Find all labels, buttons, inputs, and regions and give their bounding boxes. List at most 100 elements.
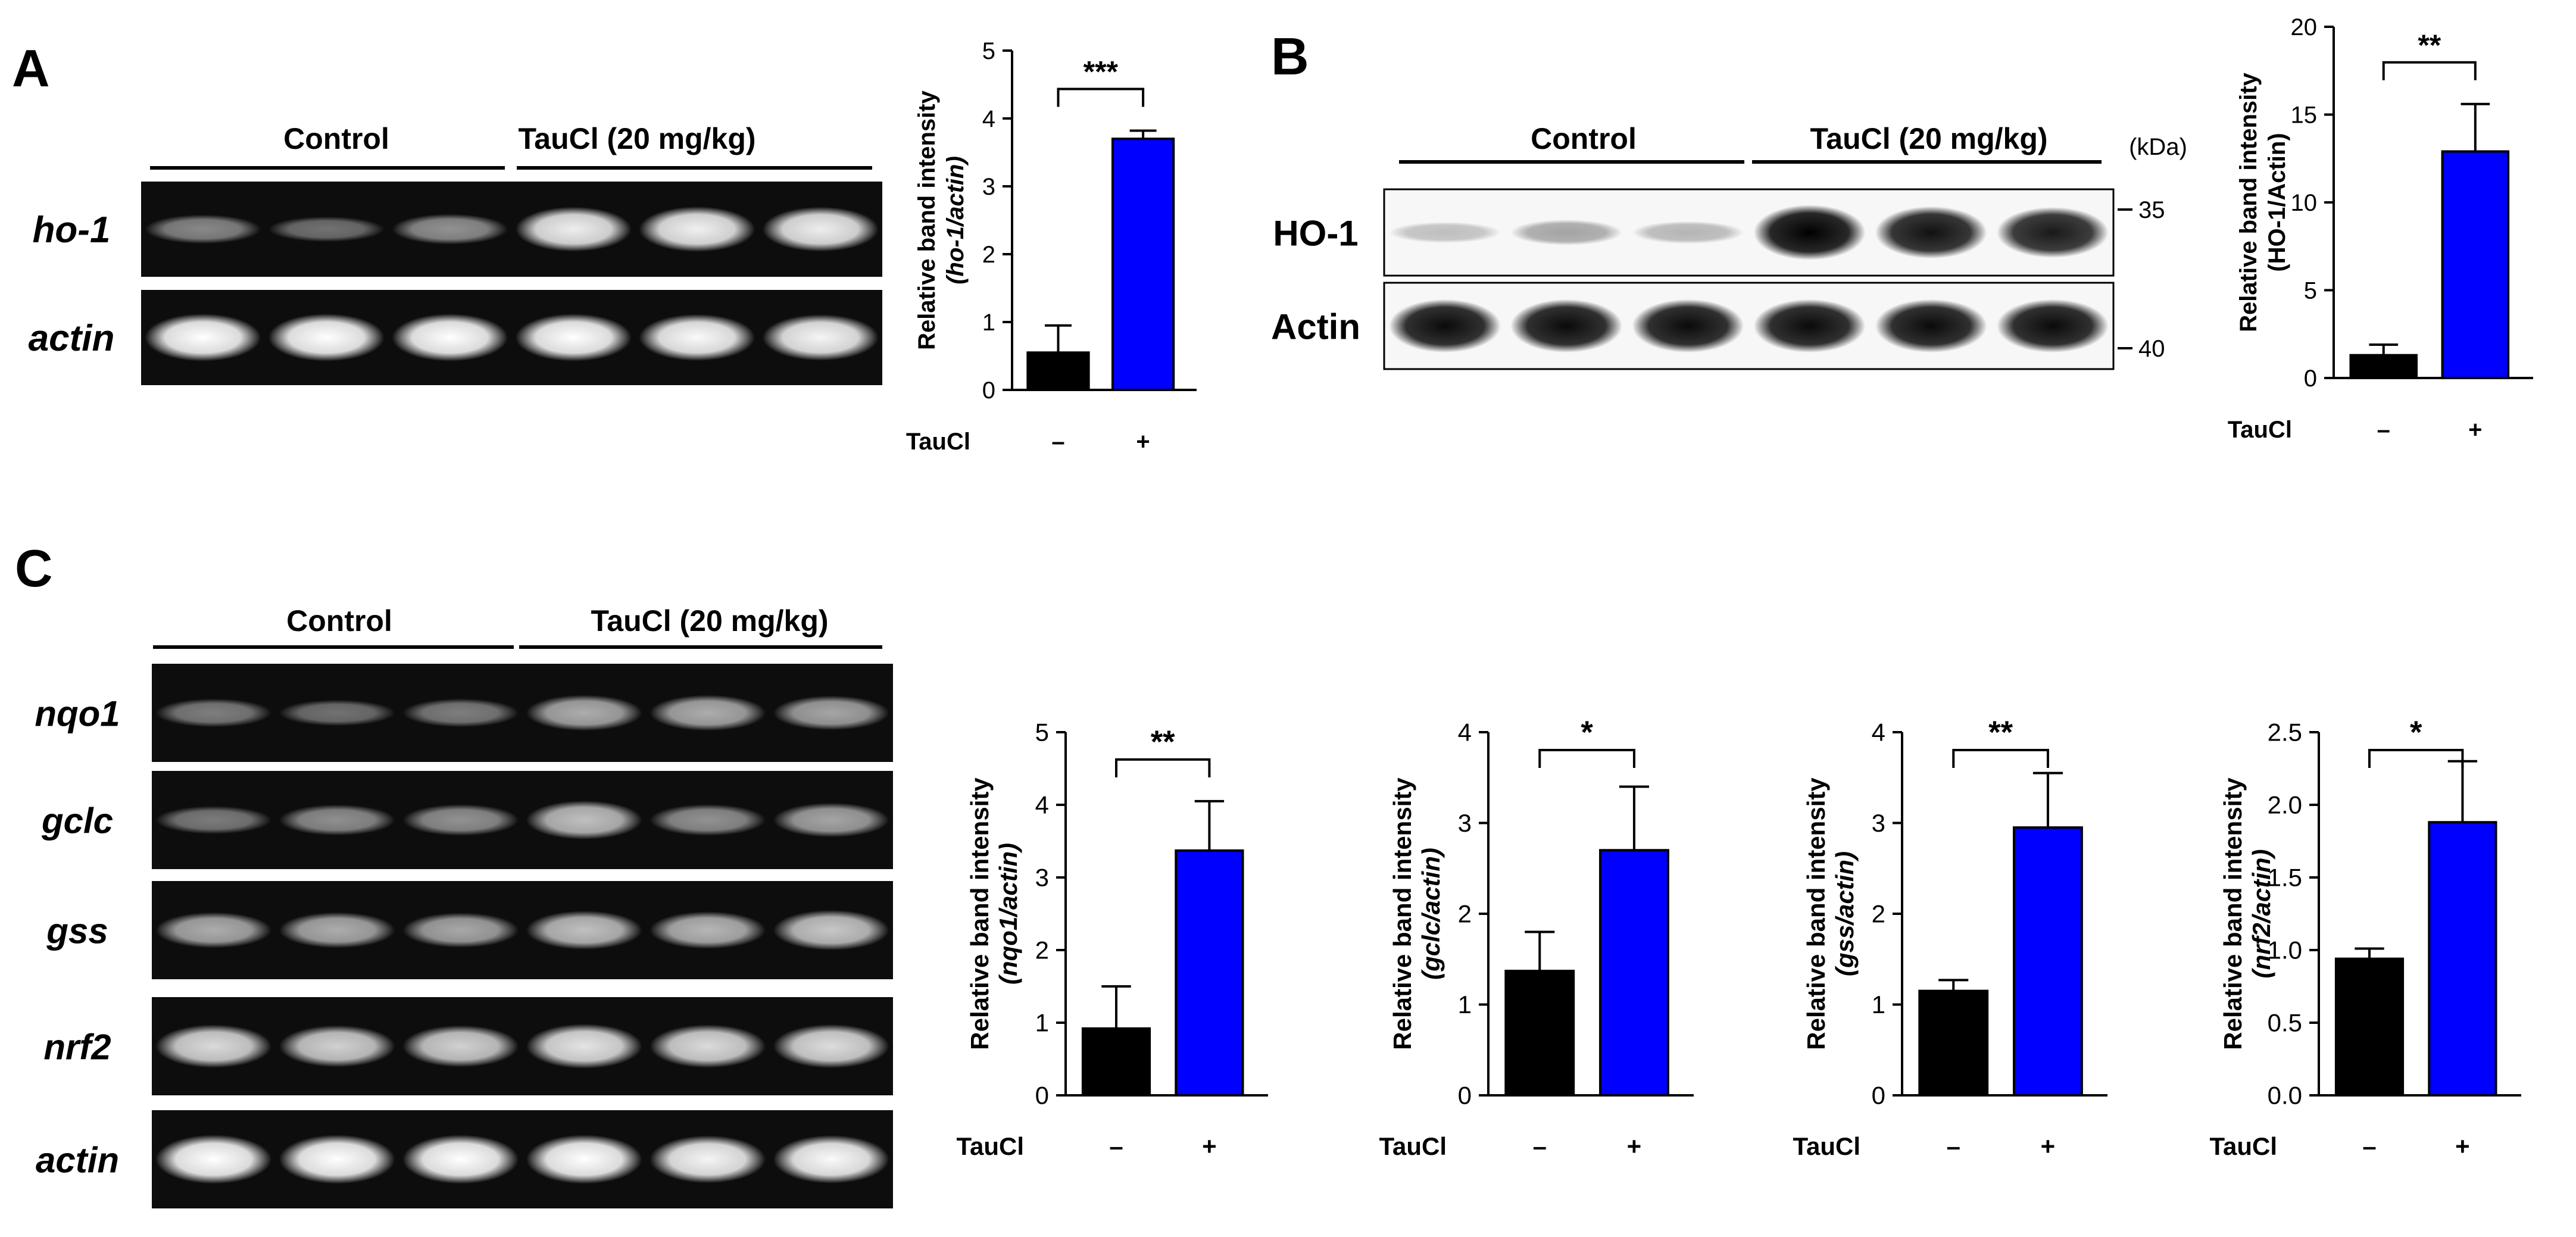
- gel-strip-ho-1: [141, 182, 882, 277]
- y-tick-label-c2-4: 4: [1458, 719, 1472, 746]
- band-nrf2-lane-2: [279, 1025, 395, 1067]
- band-actin-lane-1: [145, 314, 261, 361]
- band-actin-lane-1: [155, 1135, 272, 1184]
- band-actin-lane-2: [279, 1135, 395, 1184]
- y-tick-label-a-1: 1: [982, 310, 995, 336]
- y-tick-label-a-4: 4: [982, 106, 995, 132]
- blot-strip-actin: [1383, 282, 2115, 370]
- y-tick-label-c4-4: 2.0: [2268, 791, 2302, 819]
- y-axis-label-c2: Relative band intensity: [1388, 777, 1416, 1050]
- panel-b: B Control TauCl (20 mg/kg) (kDa) 35 40 H…: [1271, 27, 2187, 370]
- y-tick-label-c1-1: 1: [1035, 1009, 1049, 1037]
- gel-strip-nrf2: [152, 997, 893, 1095]
- x-axis-label-c2: TauCl: [1379, 1132, 1447, 1160]
- band-ho-1-lane-2: [268, 216, 385, 242]
- blot-strip-ho-1: [1383, 188, 2115, 277]
- panel-letter-a: A: [12, 39, 50, 98]
- bar-c2-taucl: [1599, 849, 1669, 1097]
- kda-label: (kDa): [2129, 134, 2187, 160]
- band-ho-1-lane-3: [1632, 221, 1744, 244]
- band-actin-lane-4: [526, 1135, 642, 1184]
- x-axis-label-c4: TauCl: [2209, 1132, 2277, 1160]
- x-tick-label-c3-0: –: [1947, 1132, 1960, 1160]
- band-ho-1-lane-4: [515, 207, 632, 252]
- band-gclc-lane-1: [155, 806, 272, 834]
- band-actin-lane-4: [1753, 299, 1866, 353]
- group-label-control-a: Control: [283, 122, 389, 155]
- bar-b-taucl: [2441, 150, 2510, 379]
- band-actin-lane-6: [1997, 299, 2109, 353]
- y-axis-sublabel-c1: (nqo1/actin): [994, 843, 1022, 985]
- band-gss-lane-1: [155, 912, 272, 948]
- y-axis-sublabel-c2: (gclc/actin): [1417, 848, 1445, 980]
- gel-strip-nqo1: [152, 664, 893, 762]
- y-tick-label-a-0: 0: [982, 377, 995, 404]
- bar-chart-c4: 0.0 0.5 1.0 1.5 2.0 2.5 Relative band intensit…: [2209, 715, 2521, 1160]
- band-actin-lane-5: [639, 314, 755, 361]
- x-tick-label-a-1: +: [1136, 429, 1150, 455]
- significance-stars-c1: **: [1151, 724, 1175, 760]
- bar-chart-c1: 0 1 2 3 4 5 Relative band intensity (nqo1/actin…: [956, 719, 1268, 1160]
- y-axis-sublabel-c3: (gss/actin): [1831, 851, 1859, 976]
- bar-chart-c3: 0 1 2 3 4 Relative band intensity (gss/actin) –…: [1793, 715, 2107, 1160]
- x-axis-label-b: TauCl: [2228, 417, 2292, 443]
- band-actin-lane-3: [1632, 299, 1744, 353]
- bar-c4-taucl: [2428, 821, 2497, 1097]
- y-tick-label-c3-2: 2: [1872, 900, 1885, 928]
- bar-chart-b: 0 5 10 15 20 Relative band intensity (HO-1/Act…: [2228, 14, 2533, 443]
- x-tick-label-c2-0: –: [1533, 1132, 1547, 1160]
- significance-stars-b: **: [2418, 29, 2441, 62]
- band-nqo1-lane-3: [402, 698, 519, 727]
- panel-letter-b: B: [1271, 27, 1309, 86]
- y-tick-label-b-4: 20: [2291, 14, 2318, 40]
- band-gss-lane-2: [279, 912, 395, 948]
- y-axis-label-b: Relative band intensity: [2235, 72, 2262, 332]
- y-tick-label-b-2: 10: [2291, 190, 2318, 216]
- band-ho-1-lane-5: [639, 206, 755, 252]
- x-axis-label-c3: TauCl: [1793, 1132, 1860, 1160]
- y-axis-sublabel-b: (HO-1/Actin): [2264, 133, 2290, 271]
- band-gss-lane-5: [650, 911, 766, 949]
- band-actin-lane-1: [1389, 299, 1501, 353]
- y-axis-label-c3: Relative band intensity: [1802, 777, 1830, 1050]
- band-actin-lane-2: [1510, 299, 1623, 353]
- significance-stars-c4: *: [2410, 715, 2422, 750]
- y-tick-label-a-3: 3: [982, 174, 995, 200]
- marker-label-35: 35: [2138, 197, 2165, 223]
- y-tick-label-c1-3: 3: [1035, 864, 1049, 892]
- x-axis-label-a: TauCl: [906, 429, 970, 455]
- band-ho-1-lane-1: [145, 214, 261, 244]
- gel-a: ho-1 actin: [29, 182, 882, 385]
- panel-letter-c: C: [15, 539, 53, 598]
- band-gclc-lane-3: [402, 804, 519, 836]
- y-tick-label-b-3: 15: [2291, 102, 2318, 129]
- band-nrf2-lane-5: [650, 1024, 766, 1068]
- band-nrf2-lane-3: [402, 1025, 519, 1067]
- y-tick-label-c3-3: 3: [1872, 809, 1885, 837]
- band-actin-lane-5: [1875, 299, 1987, 353]
- y-tick-label-c3-0: 0: [1872, 1082, 1885, 1110]
- x-tick-label-c1-0: –: [1109, 1132, 1123, 1160]
- y-tick-label-c4-5: 2.5: [2268, 719, 2302, 746]
- group-label-control-b: Control: [1531, 122, 1637, 155]
- x-tick-label-b-1: +: [2468, 417, 2482, 443]
- y-tick-label-c1-2: 2: [1035, 936, 1049, 964]
- gene-label-ho-1: ho-1: [33, 210, 111, 251]
- panel-c: C Control TauCl (20 mg/kg) nqo1 gclc gss nr…: [15, 539, 893, 1208]
- x-tick-label-c1-1: +: [1202, 1132, 1217, 1160]
- x-tick-label-c2-1: +: [1627, 1132, 1642, 1160]
- band-actin-lane-3: [392, 314, 508, 361]
- bar-c1-control: [1081, 1027, 1151, 1097]
- group-label-taucl-a: TauCl (20 mg/kg): [518, 122, 755, 155]
- y-tick-label-c1-4: 4: [1035, 791, 1049, 819]
- y-axis-sublabel-c4: (nrf2/actin): [2247, 849, 2275, 978]
- protein-label-ho-1: HO-1: [1273, 214, 1358, 254]
- band-nqo1-lane-1: [155, 698, 272, 727]
- significance-stars-c2: *: [1581, 715, 1593, 750]
- gel-c: nqo1 gclc gss nrf2 actin: [35, 664, 893, 1208]
- protein-label-actin: Actin: [1271, 307, 1360, 347]
- bar-c4-control: [2334, 957, 2405, 1097]
- y-tick-label-c4-2: 1.0: [2268, 936, 2302, 964]
- gene-label-gss: gss: [46, 911, 108, 951]
- bar-c1-taucl: [1175, 849, 1244, 1097]
